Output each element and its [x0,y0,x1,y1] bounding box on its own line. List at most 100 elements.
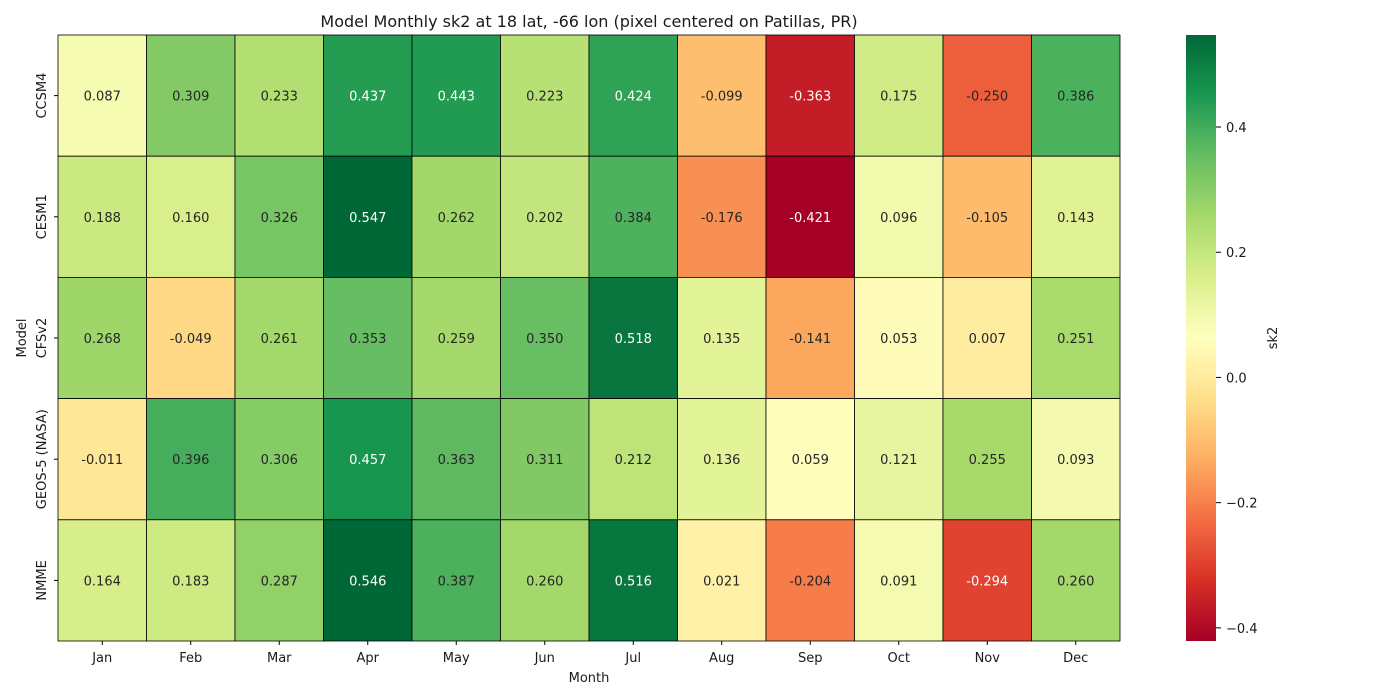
heatmap-cell [146,34,236,157]
cell-value-label: 0.457 [349,453,386,468]
cell-value-label: -0.250 [966,90,1008,105]
heatmap-cell [411,34,501,157]
cell-value-label: 0.212 [615,453,652,468]
heatmap-cell [765,519,855,642]
heatmap-cell [677,519,767,642]
cell-value-label: 0.386 [1057,90,1094,105]
cell-value-label: 0.546 [349,574,386,589]
x-tick-label: Jan [91,651,112,666]
cell-value-label: 0.053 [880,332,917,347]
cell-value-label: 0.183 [172,574,209,589]
colorbar-tick-label: 0.4 [1226,121,1247,136]
colorbar-ticks: −0.4 −0.2 0.0 0.2 0.4 [1216,121,1258,637]
cell-value-label: 0.202 [526,211,563,226]
heatmap-cell [411,276,501,399]
cell-value-label: 0.255 [969,453,1006,468]
x-tick-label: Aug [709,651,734,666]
x-tick-label: Mar [267,651,292,666]
cell-value-label: 0.087 [84,90,121,105]
cell-value-label: 0.093 [1057,453,1094,468]
y-axis-label: Model [15,318,30,357]
cell-value-label: 0.268 [84,332,121,347]
heatmap-cell [854,34,944,157]
cell-value-label: 0.518 [615,332,652,347]
cell-value-label: 0.251 [1057,332,1094,347]
heatmap-cell [588,276,678,399]
cell-value-label: 0.233 [261,90,298,105]
cell-value-label: 0.396 [172,453,209,468]
cell-value-label: 0.260 [526,574,563,589]
heatmap-cell [588,519,678,642]
cell-value-label: 0.424 [615,90,652,105]
cell-value-label: -0.099 [701,90,743,105]
cell-value-label: 0.188 [84,211,121,226]
heatmap-cell [57,155,147,278]
cell-value-label: 0.363 [438,453,475,468]
cell-value-label: 0.326 [261,211,298,226]
cell-value-label: 0.516 [615,574,652,589]
colorbar-label: sk2 [1266,327,1281,350]
cell-value-label: 0.091 [880,574,917,589]
y-tick-labels: CCSM4 CESM1 CFSv2 GEOS-5 (NASA) NMME [35,73,58,601]
heatmap-cell [500,398,590,521]
cell-value-label: -0.141 [789,332,831,347]
heatmap-cell [854,398,944,521]
cell-value-label: 0.309 [172,90,209,105]
heatmap-cell [234,276,324,399]
heatmap-cells: 0.087 0.309 0.233 0.437 0.443 0.223 0.424 -0.09… [57,34,1121,642]
heatmap-cell [500,155,590,278]
heatmap-cell [677,155,767,278]
x-tick-label: Nov [975,651,1001,666]
cell-value-label: 0.311 [526,453,563,468]
heatmap-cell [1031,398,1121,521]
colorbar-tick-label: 0.0 [1226,371,1247,386]
heatmap-cell [588,398,678,521]
cell-value-label: 0.350 [526,332,563,347]
heatmap-cell [411,155,501,278]
x-tick-label: May [443,651,470,666]
colorbar-tick-label: −0.2 [1226,497,1258,512]
heatmap-cell [146,398,236,521]
heatmap-cell [234,34,324,157]
heatmap-cell [323,276,413,399]
colorbar-tick-label: 0.2 [1226,246,1247,261]
cell-value-label: 0.384 [615,211,652,226]
cell-value-label: -0.294 [966,574,1008,589]
heatmap-cell [146,519,236,642]
cell-value-label: -0.204 [789,574,831,589]
cell-value-label: 0.387 [438,574,475,589]
cell-value-label: -0.011 [81,453,123,468]
heatmap-cell [57,519,147,642]
cell-value-label: 0.164 [84,574,121,589]
cell-value-label: 0.143 [1057,211,1094,226]
heatmap-cell [1031,34,1121,157]
heatmap-cell [500,34,590,157]
heatmap-cell [677,34,767,157]
heatmap-cell [146,155,236,278]
cell-value-label: 0.096 [880,211,917,226]
heatmap-cell [1031,276,1121,399]
x-axis-label: Month [569,671,610,686]
y-tick-label: CFSv2 [35,318,50,359]
heatmap-cell [1031,155,1121,278]
heatmap-cell [323,155,413,278]
cell-value-label: 0.135 [703,332,740,347]
x-tick-label: Jun [534,651,555,666]
x-tick-label: Apr [357,651,380,666]
cell-value-label: -0.176 [701,211,743,226]
cell-value-label: 0.443 [438,90,475,105]
x-tick-label: Sep [798,651,823,666]
heatmap-cell [323,398,413,521]
chart-title: Model Monthly sk2 at 18 lat, -66 lon (pi… [320,12,857,31]
x-tick-label: Oct [888,651,910,666]
heatmap-cell [323,34,413,157]
heatmap-cell [234,155,324,278]
cell-value-label: 0.136 [703,453,740,468]
x-tick-labels: Jan Feb Mar Apr May Jun Jul Aug Sep Oct Nov Dec [91,641,1088,666]
heatmap-cell [588,155,678,278]
heatmap-cell [234,519,324,642]
cell-value-label: 0.059 [792,453,829,468]
cell-value-label: 0.306 [261,453,298,468]
x-tick-label: Dec [1063,651,1088,666]
